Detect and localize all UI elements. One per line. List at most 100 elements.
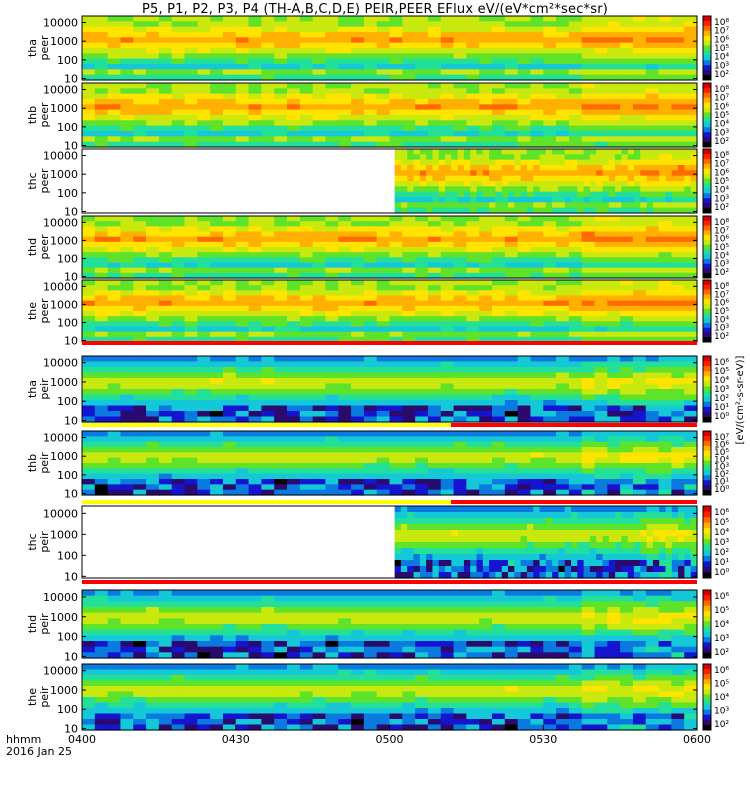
heatmap-cell <box>556 64 570 70</box>
heatmap-cell <box>299 267 314 274</box>
heatmap-cell <box>453 463 467 469</box>
heatmap-cell <box>671 518 679 525</box>
heatmap-cell <box>526 572 534 579</box>
heatmap-cell <box>402 479 416 485</box>
heatmap-cell <box>376 58 391 65</box>
heatmap-cell <box>489 548 497 555</box>
heatmap-cell <box>363 436 378 443</box>
heatmap-cell <box>479 109 493 116</box>
heatmap-cell <box>495 548 503 555</box>
y-tick-label: 1000 <box>50 298 78 311</box>
heatmap-cell <box>440 88 455 95</box>
heatmap-cell <box>451 542 459 549</box>
heatmap-cell <box>581 305 596 312</box>
heatmap-cell <box>325 280 339 286</box>
heatmap-cell <box>517 479 532 485</box>
heatmap-cell <box>530 48 544 54</box>
heatmap-cell <box>543 247 557 253</box>
heatmap-cell <box>222 37 237 44</box>
heatmap-cell <box>671 331 685 338</box>
heatmap-cell <box>594 83 608 89</box>
heatmap-cell <box>520 542 528 549</box>
heatmap-cell <box>558 566 566 573</box>
heatmap-cell <box>376 83 391 89</box>
heatmap-cell <box>325 316 339 322</box>
heatmap-cell <box>235 416 250 423</box>
heatmap-cell <box>363 489 378 496</box>
heatmap-cell <box>363 468 378 475</box>
heatmap-cell <box>325 405 339 412</box>
heatmap-cell <box>248 441 262 448</box>
heatmap-cell <box>426 202 434 209</box>
heatmap-cell <box>627 175 635 182</box>
heatmap-cell <box>287 32 301 38</box>
heatmap-cell <box>558 542 566 549</box>
heatmap-cell <box>658 463 672 469</box>
heatmap-cell <box>594 64 608 70</box>
colorbar-segment <box>703 173 711 180</box>
heatmap-cell <box>489 186 497 193</box>
heatmap-cell <box>338 473 352 480</box>
heatmap-cell <box>235 590 250 597</box>
heatmap-cell <box>440 479 455 485</box>
heatmap-cell <box>94 53 109 60</box>
heatmap-cell <box>312 473 327 480</box>
heatmap-cell <box>146 316 160 322</box>
heatmap-cell <box>556 272 570 279</box>
heatmap-cell <box>427 389 442 396</box>
heatmap-cell <box>678 530 686 537</box>
heatmap-cell <box>415 280 429 286</box>
heatmap-cell <box>222 241 237 248</box>
heatmap-cell <box>235 479 250 485</box>
heatmap-cell <box>671 125 685 132</box>
heatmap-cell <box>466 489 480 496</box>
heatmap-cell <box>552 197 560 203</box>
heatmap-cell <box>438 197 446 203</box>
heatmap-cell <box>470 530 478 537</box>
heatmap-cell <box>210 42 224 49</box>
heatmap-cell <box>274 120 288 127</box>
heatmap-cell <box>539 149 547 155</box>
heatmap-cell <box>432 154 440 161</box>
colorbar-tick-label: 10⁶ <box>714 299 729 309</box>
heatmap-cell <box>158 394 173 401</box>
heatmap-cell <box>415 468 429 475</box>
heatmap-cell <box>620 484 634 491</box>
heatmap-cell <box>684 32 698 38</box>
heatmap-cell <box>671 290 685 297</box>
heatmap-cell <box>432 530 440 537</box>
heatmap-cell <box>671 411 685 418</box>
heatmap-cell <box>400 542 408 549</box>
heatmap-cell <box>620 416 634 423</box>
heatmap-cell <box>671 416 685 423</box>
heatmap-cell <box>658 356 672 363</box>
heatmap-cell <box>107 131 122 137</box>
heatmap-cell <box>684 536 692 543</box>
heatmap-cell <box>146 241 160 248</box>
heatmap-cell <box>589 512 597 519</box>
heatmap-cell <box>82 257 96 264</box>
heatmap-cell <box>556 69 570 76</box>
heatmap-cell <box>658 489 672 496</box>
heatmap-cell <box>274 37 288 44</box>
colorbar-segment <box>703 75 711 81</box>
heatmap-cell <box>210 457 224 464</box>
heatmap-cell <box>571 518 578 525</box>
heatmap-cell <box>634 149 641 155</box>
heatmap-cell <box>608 518 616 525</box>
heatmap-cell <box>197 300 211 307</box>
heatmap-cell <box>479 457 493 464</box>
heatmap-cell <box>652 566 660 573</box>
heatmap-cell <box>671 207 679 214</box>
heatmap-cell <box>514 512 522 519</box>
heatmap-cell <box>402 431 416 437</box>
heatmap-cell <box>184 411 198 418</box>
heatmap-cell <box>389 285 403 291</box>
heatmap-cell <box>514 542 522 549</box>
y-tick-label: 10000 <box>43 17 78 30</box>
heatmap-cell <box>261 457 275 464</box>
heatmap-cell <box>581 74 596 81</box>
heatmap-cell <box>476 548 484 555</box>
heatmap-cell <box>274 378 288 385</box>
heatmap-cell <box>389 42 403 49</box>
